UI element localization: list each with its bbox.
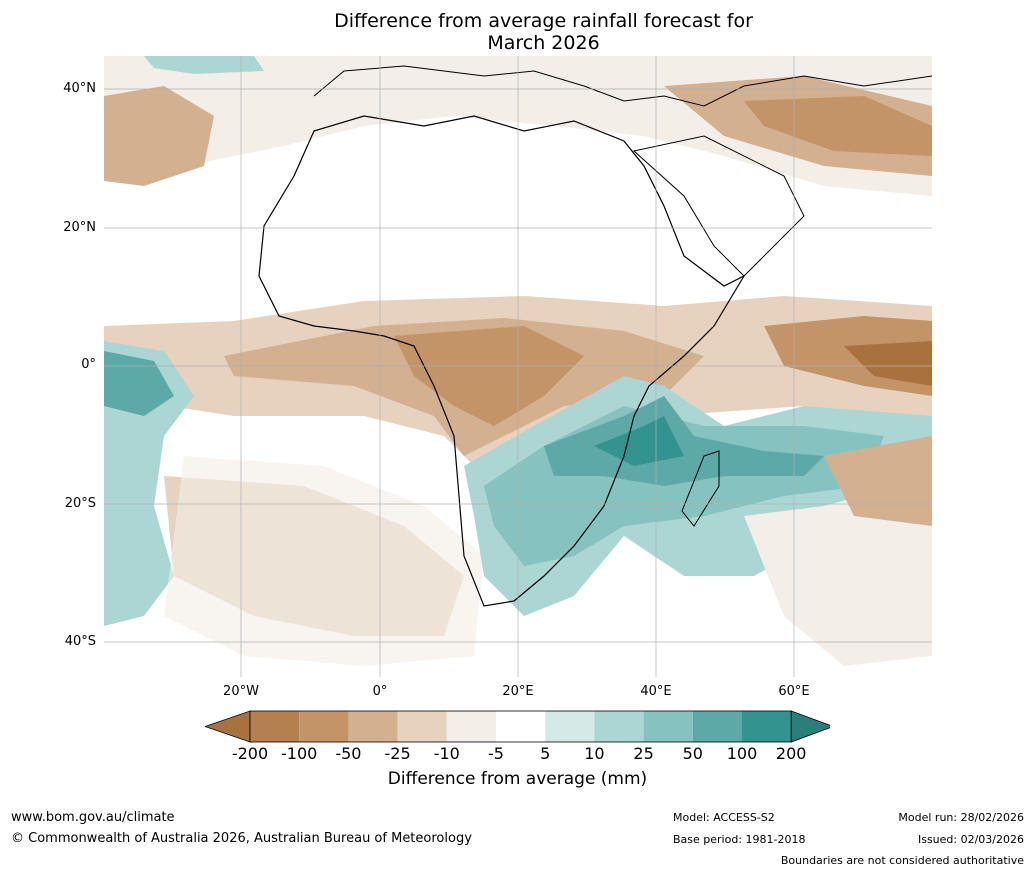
colorbar-tick-label: 5 <box>540 744 551 763</box>
colorbar-tick-label: 10 <box>584 744 605 763</box>
colorbar-label: Difference from average (mm) <box>387 769 648 789</box>
colorbar-tick-label: -10 <box>433 744 460 763</box>
colorbar-cell <box>397 711 447 742</box>
anomaly-region-atlantic-west-wet-core <box>104 351 174 416</box>
colorbar-cell <box>496 711 546 742</box>
footer-base-period: Base period: 1981-2018 <box>673 833 806 846</box>
footer-model: Model: ACCESS-S2 <box>673 811 775 824</box>
lon-label-20e: 20°E <box>502 684 534 699</box>
anomaly-region-mozambique-wet <box>544 396 824 486</box>
footer-model-run: Model run: 28/02/2026 <box>898 811 1024 824</box>
anomaly-region-south-atlantic-light <box>164 456 484 666</box>
lon-label-0: 0° <box>372 684 388 699</box>
anomaly-region-south-indian-dry <box>824 436 932 526</box>
colorbar-extend-high <box>790 710 830 743</box>
colorbar-border <box>249 710 792 743</box>
madagascar-coastline <box>681 450 720 527</box>
colorbar-cell <box>446 711 496 742</box>
colorbar-tick-label: 100 <box>726 744 758 763</box>
colorbar-tick-label: -200 <box>231 744 269 763</box>
anomaly-region-atlantic-west-wet <box>104 341 194 626</box>
lat-label-40n: 40°N <box>63 81 96 96</box>
footer-issued: Issued: 02/03/2026 <box>917 833 1024 846</box>
lat-label-20n: 20°N <box>63 220 96 235</box>
title-line-2: March 2026 <box>487 32 600 54</box>
anomaly-region-south-indian-ocean <box>744 476 932 666</box>
colorbar-tick-label: 50 <box>682 744 703 763</box>
colorbar-tick-label: 200 <box>775 744 807 763</box>
footer-copyright: © Commonwealth of Australia 2026, Austra… <box>11 831 472 846</box>
colorbar-cell <box>299 711 349 742</box>
colorbar-tick-label: -25 <box>384 744 411 763</box>
colorbar-extend-low <box>205 710 251 743</box>
anomaly-region-middle-east-dry-core <box>744 96 932 156</box>
colorbar-cell <box>692 711 742 742</box>
lat-label-40s: 40°S <box>64 634 96 649</box>
colorbar-cell <box>742 711 792 742</box>
africa-coastline <box>258 115 746 607</box>
anomaly-region-atlantic-north-dry <box>104 86 214 186</box>
colorbar-cell <box>545 711 595 742</box>
colorbar-cell <box>594 711 644 742</box>
map-canvas <box>104 56 932 677</box>
footer-disclaimer: Boundaries are not considered authoritat… <box>780 854 1024 867</box>
colorbar-cell <box>250 711 300 742</box>
lat-label-0: 0° <box>81 357 96 372</box>
colorbar-tick-label: -5 <box>488 744 504 763</box>
title-line-1: Difference from average rainfall forecas… <box>334 10 753 32</box>
arabia-coastline <box>632 135 805 277</box>
lon-label-40e: 40°E <box>640 684 672 699</box>
colorbar-tick-label: 25 <box>633 744 654 763</box>
lat-label-20s: 20°S <box>64 496 96 511</box>
anomaly-region-indian-ocean-dry-core <box>844 341 932 386</box>
colorbar-cell <box>643 711 693 742</box>
gridlines <box>104 56 932 677</box>
colorbar-tick-label: -50 <box>335 744 362 763</box>
colorbar <box>205 710 830 743</box>
rainfall-anomaly-map <box>104 56 932 677</box>
footer-website: www.bom.gov.au/climate <box>11 810 175 825</box>
anomaly-region-atlantic-north-wet <box>144 56 264 74</box>
colorbar-tick-label: -100 <box>281 744 318 763</box>
anomaly-region-congo-dry <box>394 326 584 426</box>
map-title: Difference from average rainfall forecas… <box>0 10 1035 54</box>
europe-coastline <box>313 65 932 107</box>
anomaly-region-mozambique-wet-core <box>594 416 684 466</box>
colorbar-cell <box>348 711 398 742</box>
lon-label-20w: 20°W <box>223 684 259 699</box>
lon-label-60e: 60°E <box>778 684 810 699</box>
